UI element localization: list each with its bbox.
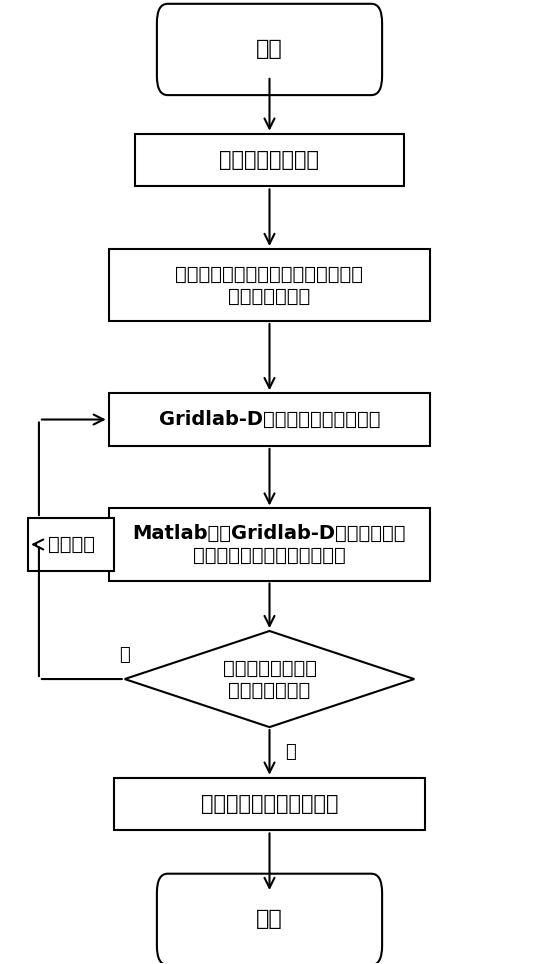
FancyBboxPatch shape <box>135 134 404 186</box>
FancyBboxPatch shape <box>109 508 430 580</box>
Text: 重新赋值: 重新赋值 <box>47 535 95 554</box>
FancyBboxPatch shape <box>28 518 114 571</box>
FancyBboxPatch shape <box>109 393 430 446</box>
FancyBboxPatch shape <box>114 778 425 830</box>
Text: Matlab调用Gridlab-D，计算室内平
均空气温度及空调聚合体功率: Matlab调用Gridlab-D，计算室内平 均空气温度及空调聚合体功率 <box>133 524 406 565</box>
Text: 结束: 结束 <box>256 909 283 929</box>
FancyBboxPatch shape <box>157 873 382 964</box>
Text: Gridlab-D：空调聚合体体系搭建: Gridlab-D：空调聚合体体系搭建 <box>159 410 380 429</box>
Polygon shape <box>125 631 414 727</box>
Text: 智能优化算法，参数设置，优化目标
与约束条件设置: 智能优化算法，参数设置，优化目标 与约束条件设置 <box>176 264 363 306</box>
FancyBboxPatch shape <box>109 249 430 321</box>
Text: 判断是否符合优化
目标和约束条件: 判断是否符合优化 目标和约束条件 <box>223 658 316 700</box>
FancyBboxPatch shape <box>157 4 382 95</box>
Text: 系统初始参数设置: 系统初始参数设置 <box>219 150 320 170</box>
Text: 开始: 开始 <box>256 40 283 60</box>
Text: 是: 是 <box>286 743 296 762</box>
Text: 否: 否 <box>119 646 130 664</box>
Text: 保存参数，输出最优结果: 保存参数，输出最优结果 <box>201 794 338 814</box>
